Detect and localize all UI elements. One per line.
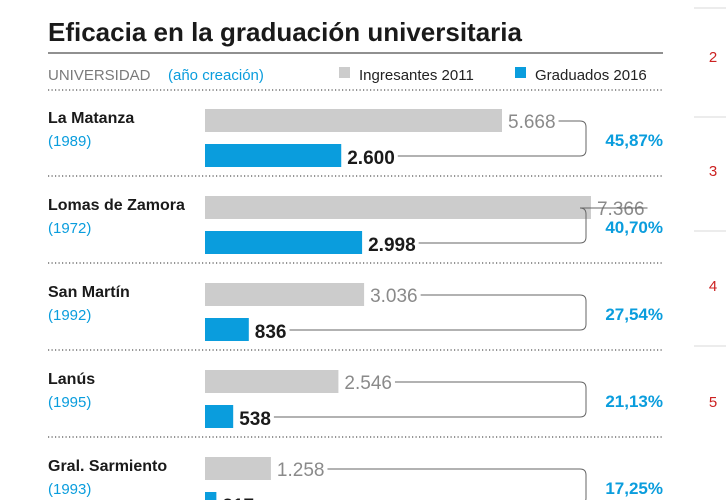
row-year: (1992) [48, 307, 91, 324]
rate-label: 45,87% [605, 131, 663, 150]
side-rank: 5 [709, 394, 717, 411]
row-name: Lanús [48, 371, 95, 388]
bracket-connector [418, 207, 648, 244]
value-label-graduados: 2.600 [347, 148, 395, 169]
row-name: La Matanza [48, 110, 134, 127]
legend-label-0: Ingresantes 2011 [359, 67, 474, 84]
bracket-connector [289, 294, 587, 331]
rate-label: 17,25% [605, 479, 663, 498]
row-year: (1972) [48, 220, 91, 237]
value-label-graduados: 2.998 [368, 235, 416, 256]
row-year: (1993) [48, 481, 91, 498]
bar-ingresantes [205, 457, 271, 480]
bar-graduados [205, 405, 234, 428]
value-label-ingresantes: 3.036 [370, 286, 418, 307]
bar-graduados [205, 318, 249, 341]
side-rank: 4 [709, 278, 717, 295]
value-label-ingresantes: 5.668 [508, 112, 556, 133]
side-rank: 2 [709, 49, 717, 66]
bracket-connector [397, 120, 587, 157]
legend-label-1: Graduados 2016 [535, 67, 647, 84]
column-label: UNIVERSIDAD [48, 67, 151, 84]
bar-ingresantes [205, 370, 339, 393]
bracket-connector [327, 468, 587, 500]
bar-ingresantes [205, 283, 365, 306]
bar-ingresantes [205, 196, 591, 219]
rate-label: 40,70% [605, 218, 663, 237]
bar-ingresantes [205, 109, 503, 132]
bracket-connector [273, 381, 587, 418]
value-label-graduados: 538 [239, 409, 271, 430]
row-name: Lomas de Zamora [48, 197, 185, 214]
bar-graduados [205, 492, 217, 500]
row-year: (1995) [48, 394, 91, 411]
row-year: (1989) [48, 133, 91, 150]
column-label-sub: (año creación) [168, 67, 264, 84]
side-rank: 3 [709, 163, 717, 180]
value-label-ingresantes: 1.258 [277, 460, 325, 481]
value-label-graduados: 217 [222, 496, 254, 500]
bar-graduados [205, 144, 342, 167]
bar-graduados [205, 231, 363, 254]
rate-label: 27,54% [605, 305, 663, 324]
legend-swatch-1 [515, 67, 526, 78]
value-label-graduados: 836 [255, 322, 287, 343]
rate-label: 21,13% [605, 392, 663, 411]
row-name: San Martín [48, 284, 130, 301]
chart-title: Eficacia en la graduación universitaria [48, 17, 523, 47]
value-label-ingresantes: 2.546 [344, 373, 392, 394]
legend-swatch-0 [339, 67, 350, 78]
value-label-ingresantes: 7.366 [597, 199, 645, 220]
row-name: Gral. Sarmiento [48, 458, 167, 475]
